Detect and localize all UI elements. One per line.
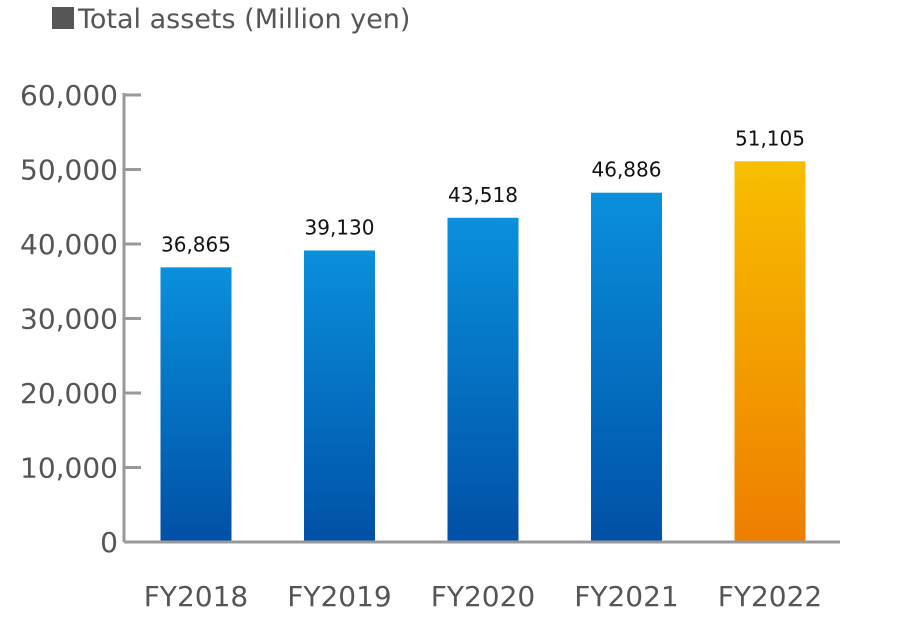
y-tick-label: 40,000 bbox=[20, 228, 118, 261]
data-label: 51,105 bbox=[735, 126, 805, 150]
data-label: 46,886 bbox=[592, 158, 662, 182]
bar-fy2022 bbox=[734, 161, 806, 542]
data-label: 43,518 bbox=[448, 183, 518, 207]
bar-fy2019 bbox=[304, 250, 375, 542]
y-tick-label: 20,000 bbox=[20, 377, 118, 410]
x-tick-label: FY2018 bbox=[144, 580, 248, 613]
x-tick-label: FY2019 bbox=[287, 580, 391, 613]
x-tick-label: FY2021 bbox=[574, 580, 678, 613]
chart-title: Total assets (Million yen) bbox=[52, 4, 410, 35]
legend-square-icon bbox=[52, 7, 74, 29]
bar-fy2020 bbox=[447, 217, 519, 542]
x-tick-label: FY2022 bbox=[718, 580, 822, 613]
y-tick-label: 50,000 bbox=[20, 154, 118, 187]
bar-fy2018 bbox=[160, 267, 232, 542]
x-tick-label: FY2020 bbox=[431, 580, 535, 613]
bar-fy2021 bbox=[591, 192, 662, 543]
data-label: 36,865 bbox=[161, 232, 231, 256]
y-tick-label: 30,000 bbox=[20, 303, 118, 336]
y-tick-label: 10,000 bbox=[20, 452, 118, 485]
y-tick-label: 60,000 bbox=[20, 79, 118, 112]
chart-title-text: Total assets (Million yen) bbox=[78, 4, 411, 35]
data-label: 39,130 bbox=[305, 215, 375, 239]
y-tick-label: 0 bbox=[100, 526, 118, 559]
